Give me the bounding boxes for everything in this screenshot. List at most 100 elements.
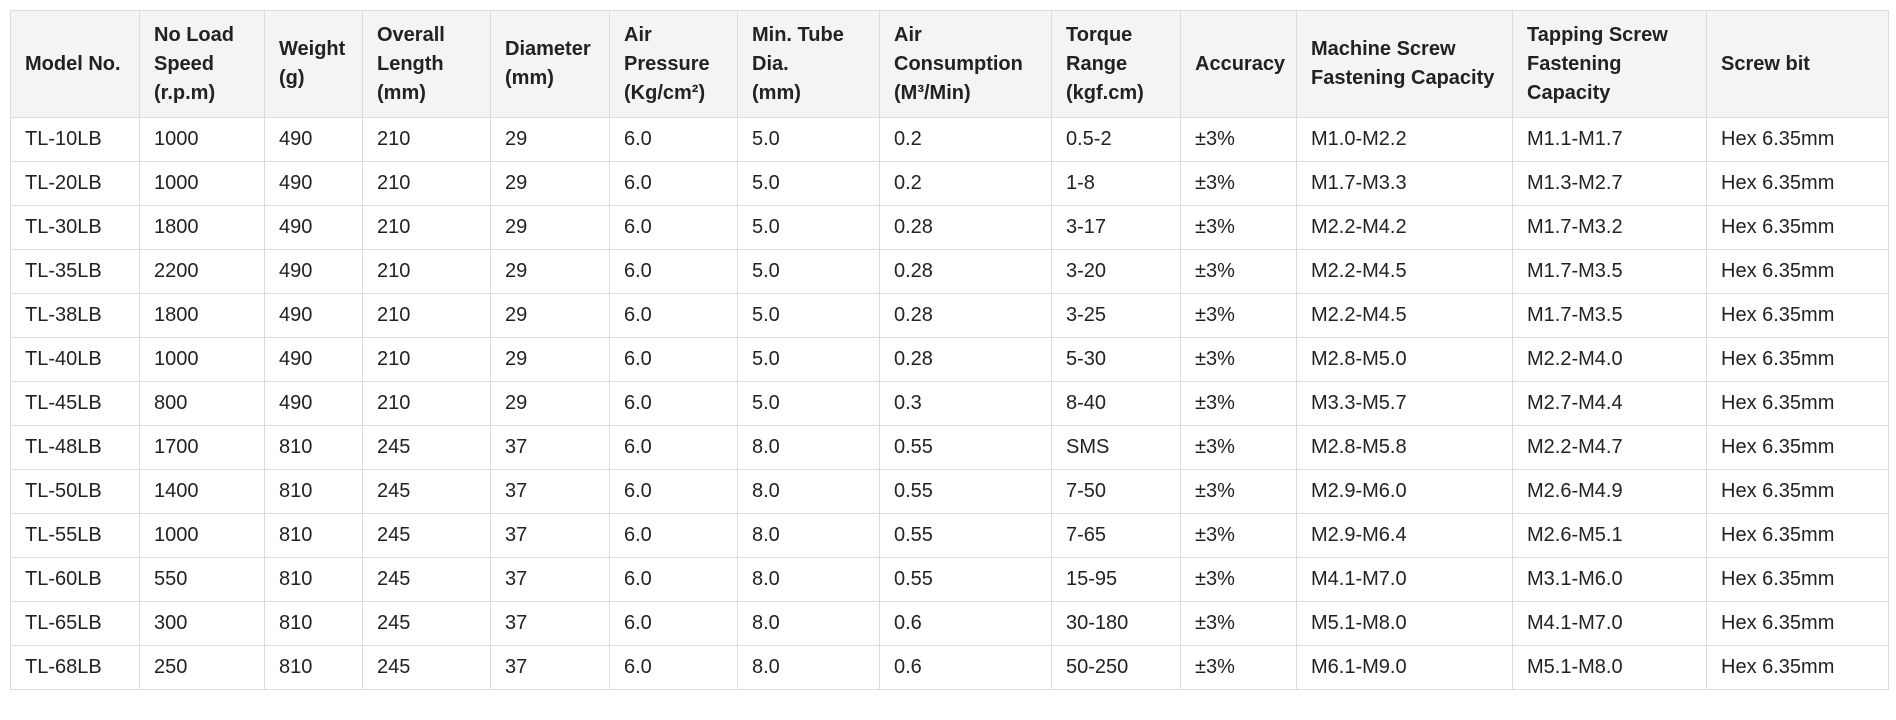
column-header-label: Air Consumption (M³/Min): [894, 23, 1023, 104]
table-cell: 37: [490, 645, 610, 690]
table-cell: 210: [362, 161, 491, 206]
table-cell: ±3%: [1180, 645, 1297, 690]
table-cell: Hex 6.35mm: [1706, 381, 1889, 426]
table-row: TL-40LB 1000 490 210 29 6.0 5.0 0.28 5-30 ±3% M2.8…: [10, 337, 1889, 382]
table-cell: ±3%: [1180, 205, 1297, 250]
column-header: Air Consumption (M³/Min): [879, 10, 1052, 118]
table-cell: 6.0: [609, 381, 738, 426]
table-cell: 5.0: [737, 293, 880, 338]
table-cell: 0.3: [879, 381, 1052, 426]
table-cell: 810: [264, 557, 363, 602]
table-row: TL-48LB 1700 810 245 37 6.0 8.0 0.55 SMS ±3% M2.8-…: [10, 425, 1889, 470]
table-cell: 37: [490, 513, 610, 558]
model-number-cell: TL-50LB: [10, 469, 140, 514]
table-cell: Hex 6.35mm: [1706, 205, 1889, 250]
table-cell: Hex 6.35mm: [1706, 601, 1889, 646]
table-cell: M2.8-M5.8: [1296, 425, 1513, 470]
table-cell: 8.0: [737, 513, 880, 558]
table-cell: Hex 6.35mm: [1706, 645, 1889, 690]
table-cell: 1-8: [1051, 161, 1181, 206]
table-cell: Hex 6.35mm: [1706, 161, 1889, 206]
table-cell: 210: [362, 117, 491, 162]
table-cell: 5.0: [737, 381, 880, 426]
table-cell: ±3%: [1180, 161, 1297, 206]
table-cell: 210: [362, 249, 491, 294]
table-cell: 5.0: [737, 249, 880, 294]
table-cell: 810: [264, 425, 363, 470]
model-number-cell: TL-48LB: [10, 425, 140, 470]
table-row: TL-45LB 800 490 210 29 6.0 5.0 0.3 8-40 ±3% M3.3-M…: [10, 381, 1889, 426]
table-cell: 1800: [139, 293, 265, 338]
table-cell: 810: [264, 645, 363, 690]
table-cell: ±3%: [1180, 513, 1297, 558]
table-cell: ±3%: [1180, 601, 1297, 646]
table-cell: 490: [264, 293, 363, 338]
table-cell: M4.1-M7.0: [1296, 557, 1513, 602]
table-cell: Hex 6.35mm: [1706, 117, 1889, 162]
model-number-cell: TL-10LB: [10, 117, 140, 162]
table-header: Model No. No Load Speed (r.p.m) Weight (g)…: [10, 10, 1889, 118]
table-cell: Hex 6.35mm: [1706, 469, 1889, 514]
table-cell: M2.2-M4.0: [1512, 337, 1707, 382]
table-cell: 810: [264, 601, 363, 646]
column-header: Diameter (mm): [490, 10, 610, 118]
table-cell: Hex 6.35mm: [1706, 513, 1889, 558]
table-cell: 50-250: [1051, 645, 1181, 690]
table-cell: Hex 6.35mm: [1706, 249, 1889, 294]
table-cell: 490: [264, 337, 363, 382]
table-row: TL-50LB 1400 810 245 37 6.0 8.0 0.55 7-50 ±3% M2.9…: [10, 469, 1889, 514]
column-header: Tapping Screw Fastening Capacity: [1512, 10, 1707, 118]
column-header-label: No Load Speed (r.p.m): [154, 23, 234, 104]
table-cell: 0.6: [879, 645, 1052, 690]
table-cell: 1700: [139, 425, 265, 470]
table-row: TL-20LB 1000 490 210 29 6.0 5.0 0.2 1-8 ±3% M1.7-M…: [10, 161, 1889, 206]
table-row: TL-10LB 1000 490 210 29 6.0 5.0 0.2 0.5-2 ±3% M1.0…: [10, 117, 1889, 162]
table-cell: 29: [490, 337, 610, 382]
table-cell: 1000: [139, 117, 265, 162]
table-cell: Hex 6.35mm: [1706, 425, 1889, 470]
table-cell: 245: [362, 645, 491, 690]
table-cell: 0.28: [879, 205, 1052, 250]
model-number-cell: TL-68LB: [10, 645, 140, 690]
table-cell: M5.1-M8.0: [1296, 601, 1513, 646]
table-cell: 37: [490, 425, 610, 470]
table-row: TL-30LB 1800 490 210 29 6.0 5.0 0.28 3-17 ±3% M2.2…: [10, 205, 1889, 250]
header-row: Model No. No Load Speed (r.p.m) Weight (g)…: [10, 10, 1889, 118]
table-cell: M2.2-M4.5: [1296, 249, 1513, 294]
column-header: Screw bit: [1706, 10, 1889, 118]
table-cell: 8.0: [737, 645, 880, 690]
table-cell: M2.7-M4.4: [1512, 381, 1707, 426]
column-header: Machine Screw Fastening Capacity: [1296, 10, 1513, 118]
table-cell: ±3%: [1180, 381, 1297, 426]
column-header: Overall Length (mm): [362, 10, 491, 118]
column-header-label: Model No.: [25, 52, 121, 75]
table-cell: 490: [264, 205, 363, 250]
table-cell: M1.7-M3.5: [1512, 249, 1707, 294]
table-cell: M2.6-M5.1: [1512, 513, 1707, 558]
table-cell: 490: [264, 249, 363, 294]
spec-table: Model No. No Load Speed (r.p.m) Weight (g)…: [10, 10, 1889, 690]
table-cell: 210: [362, 337, 491, 382]
table-cell: 1000: [139, 513, 265, 558]
table-cell: SMS: [1051, 425, 1181, 470]
table-cell: 7-65: [1051, 513, 1181, 558]
model-number-cell: TL-35LB: [10, 249, 140, 294]
table-cell: 245: [362, 469, 491, 514]
table-cell: 15-95: [1051, 557, 1181, 602]
table-cell: 6.0: [609, 249, 738, 294]
table-cell: 30-180: [1051, 601, 1181, 646]
table-cell: 0.2: [879, 161, 1052, 206]
table-cell: 29: [490, 249, 610, 294]
table-cell: M6.1-M9.0: [1296, 645, 1513, 690]
table-cell: M2.2-M4.5: [1296, 293, 1513, 338]
table-cell: M1.7-M3.2: [1512, 205, 1707, 250]
column-header-label: Weight (g): [279, 38, 346, 89]
table-cell: 29: [490, 293, 610, 338]
table-cell: 5.0: [737, 205, 880, 250]
table-cell: M2.6-M4.9: [1512, 469, 1707, 514]
column-header: No Load Speed (r.p.m): [139, 10, 265, 118]
table-cell: 210: [362, 293, 491, 338]
table-cell: 0.55: [879, 513, 1052, 558]
table-cell: ±3%: [1180, 425, 1297, 470]
table-cell: M3.3-M5.7: [1296, 381, 1513, 426]
